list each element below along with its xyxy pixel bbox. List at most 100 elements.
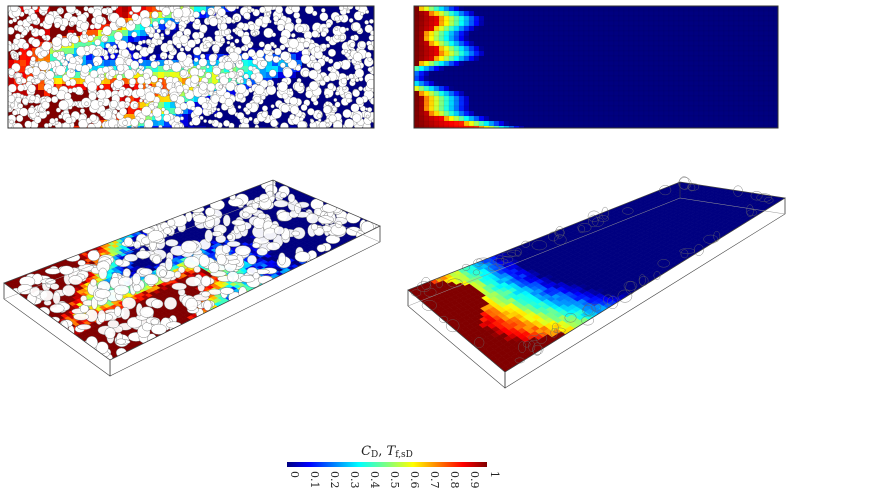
mesh-cell <box>458 10 465 17</box>
mesh-cell <box>678 115 685 122</box>
mesh-cell <box>443 20 450 27</box>
concentration-cell <box>254 36 260 42</box>
mesh-cell <box>533 105 540 112</box>
mesh-cell <box>768 20 775 27</box>
mesh-cell <box>628 40 635 47</box>
mesh-cell <box>578 6 585 12</box>
grain <box>281 92 289 100</box>
mesh-cell <box>693 105 700 112</box>
concentration-cell <box>164 36 170 42</box>
mesh-cell <box>613 105 620 112</box>
mesh-cell <box>438 50 445 57</box>
mesh-cell <box>683 120 690 127</box>
mesh-cell <box>738 40 745 47</box>
mesh-cell <box>418 80 425 87</box>
grain <box>219 75 229 85</box>
mesh-cell <box>538 15 545 22</box>
mesh-cell <box>643 105 650 112</box>
concentration-cell <box>20 114 26 120</box>
mesh-cell <box>533 90 540 97</box>
mesh-cell <box>513 125 520 128</box>
mesh-cell <box>523 30 530 37</box>
mesh-cell <box>668 55 675 62</box>
mesh-cell <box>593 10 600 17</box>
mesh-cell <box>583 70 590 77</box>
mesh-cell <box>588 90 595 97</box>
grain <box>247 9 251 13</box>
mesh-cell <box>563 90 570 97</box>
grain <box>29 95 36 102</box>
concentration-cell <box>212 78 218 84</box>
mesh-cell <box>538 125 545 128</box>
mesh-cell <box>583 80 590 87</box>
concentration-cell <box>38 120 44 126</box>
mesh-cell <box>463 85 470 92</box>
mesh-cell <box>503 85 510 92</box>
mesh-cell <box>548 30 555 37</box>
grain <box>35 112 40 117</box>
concentration-cell <box>56 84 62 90</box>
mesh-cell <box>433 70 440 77</box>
mesh-cell <box>633 120 640 127</box>
mesh-cell <box>603 105 610 112</box>
grain <box>320 30 327 38</box>
mesh-cell <box>628 80 635 87</box>
concentration-cell <box>14 18 20 24</box>
mesh-cell <box>748 95 755 102</box>
mesh-cell <box>513 15 520 22</box>
mesh-cell <box>698 75 705 82</box>
mesh-cell <box>518 125 525 128</box>
mesh-cell <box>518 6 525 12</box>
mesh-cell <box>513 115 520 122</box>
concentration-cell <box>56 78 62 84</box>
concentration-cell <box>188 48 194 54</box>
grain <box>116 74 123 81</box>
mesh-cell <box>508 105 515 112</box>
mesh-cell <box>508 60 515 67</box>
mesh-cell <box>563 120 570 127</box>
mesh-cell <box>473 55 480 62</box>
concentration-cell <box>320 102 326 108</box>
concentration-cell <box>212 12 218 18</box>
concentration-cell <box>122 84 128 90</box>
mesh-cell <box>678 75 685 82</box>
mesh-cell <box>443 120 450 127</box>
mesh-cell <box>508 15 515 22</box>
mesh-cell <box>713 15 720 22</box>
concentration-cell <box>290 54 296 60</box>
grain <box>138 65 143 70</box>
mesh-cell <box>573 80 580 87</box>
mesh-cell <box>548 105 555 112</box>
mesh-cell <box>663 40 670 47</box>
grain <box>38 60 49 71</box>
mesh-cell <box>628 75 635 82</box>
mesh-cell <box>478 90 485 97</box>
mesh-cell <box>738 125 745 128</box>
mesh-cell <box>673 30 680 37</box>
mesh-cell <box>728 10 735 17</box>
mesh-cell <box>528 55 535 62</box>
mesh-cell <box>473 75 480 82</box>
mesh-cell <box>508 45 515 52</box>
mesh-cell <box>608 40 615 47</box>
mesh-cell <box>508 35 515 42</box>
mesh-cell <box>688 90 695 97</box>
mesh-cell <box>563 25 570 32</box>
grain <box>247 49 256 58</box>
mesh-cell <box>493 30 500 37</box>
mesh-cell <box>603 60 610 67</box>
mesh-cell <box>453 25 460 32</box>
mesh-cell <box>583 105 590 112</box>
grain <box>83 45 91 52</box>
mesh-cell <box>543 10 550 17</box>
mesh-cell <box>418 75 425 82</box>
mesh-cell <box>528 85 535 92</box>
grain <box>124 104 129 109</box>
mesh-cell <box>573 75 580 82</box>
grain <box>353 52 363 62</box>
grain <box>299 37 306 43</box>
mesh-cell <box>613 95 620 102</box>
concentration-cell <box>344 12 350 18</box>
mesh-cell <box>573 40 580 47</box>
mesh-cell <box>414 95 420 102</box>
